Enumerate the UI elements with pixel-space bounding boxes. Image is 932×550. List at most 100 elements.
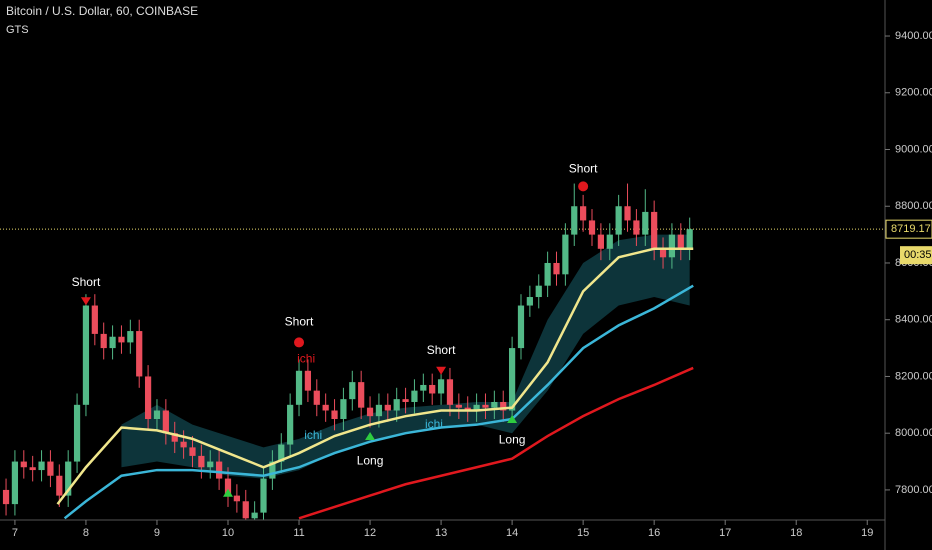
last-price-label: 8719.17 xyxy=(891,223,931,235)
y-tick-label: 9400.00 xyxy=(895,30,932,42)
candle-body xyxy=(189,447,196,456)
candle-body xyxy=(535,285,542,298)
candle-body xyxy=(224,478,232,496)
candle-body xyxy=(136,331,143,377)
candle-body xyxy=(473,404,480,411)
x-tick-label: 16 xyxy=(648,527,660,539)
candle-body xyxy=(153,410,161,420)
chart-title: Bitcoin / U.S. Dollar, 60, COINBASE xyxy=(6,4,198,18)
candle-body xyxy=(322,404,329,411)
candle-body xyxy=(659,248,667,258)
candle-body xyxy=(331,410,338,420)
y-tick-label: 9200.00 xyxy=(895,87,932,99)
candle-body xyxy=(269,461,276,479)
candle-body xyxy=(233,495,240,502)
annotation: Short xyxy=(569,162,598,176)
candle-body xyxy=(482,404,489,408)
annotation: ichi xyxy=(425,417,443,431)
y-tick-label: 8400.00 xyxy=(895,314,932,326)
candle-body xyxy=(606,234,613,249)
candle-body xyxy=(411,390,418,402)
candle-body xyxy=(73,404,81,462)
candle-body xyxy=(91,305,98,334)
candle-body xyxy=(375,404,383,417)
candle-body xyxy=(287,404,294,445)
candle-body xyxy=(677,234,684,249)
candle-body xyxy=(295,370,303,405)
candle-body xyxy=(251,512,258,519)
x-tick-label: 11 xyxy=(293,527,304,539)
candle-body xyxy=(633,220,640,235)
candle-body xyxy=(313,390,320,405)
candle-body xyxy=(358,382,365,408)
candle-body xyxy=(571,206,578,235)
candle-body xyxy=(455,404,462,408)
x-tick-label: 18 xyxy=(790,527,802,539)
candle-body xyxy=(597,234,604,249)
countdown-label: 00:35 xyxy=(904,249,932,261)
candle-body xyxy=(651,211,658,249)
annotation: Long xyxy=(357,454,384,468)
candle-body xyxy=(588,220,596,235)
y-tick-label: 7800.00 xyxy=(895,484,932,496)
candle-body xyxy=(615,206,622,235)
candle-body xyxy=(144,376,152,420)
candle-body xyxy=(216,461,223,479)
x-tick-label: 19 xyxy=(861,527,873,539)
x-tick-label: 10 xyxy=(222,527,234,539)
candle-body xyxy=(162,410,169,434)
candle-body xyxy=(393,399,400,411)
candle-body xyxy=(198,455,205,468)
y-tick-label: 8800.00 xyxy=(895,200,932,212)
signal-marker xyxy=(507,415,518,424)
candle-body xyxy=(207,461,214,468)
candle-body xyxy=(517,305,525,349)
annotation: Short xyxy=(285,315,314,329)
annotation: Short xyxy=(72,275,101,289)
signal-marker xyxy=(436,366,447,375)
candle-body xyxy=(38,461,45,471)
x-tick-label: 15 xyxy=(577,527,589,539)
candle-body xyxy=(668,234,676,258)
signal-marker xyxy=(294,337,305,348)
candle-body xyxy=(544,262,551,286)
x-tick-label: 13 xyxy=(435,527,447,539)
candle-body xyxy=(553,262,560,275)
candle-body xyxy=(56,475,63,496)
x-tick-label: 14 xyxy=(506,527,518,539)
x-tick-label: 12 xyxy=(364,527,376,539)
candle-body xyxy=(65,461,72,496)
candle-body xyxy=(260,478,267,513)
candle-body xyxy=(29,467,36,471)
countdown-box xyxy=(900,246,932,265)
candle-body xyxy=(508,348,516,411)
x-tick-label: 9 xyxy=(154,527,160,539)
candle-body xyxy=(446,379,454,405)
candle-body xyxy=(624,206,631,221)
candle-body xyxy=(171,433,178,442)
indicator-line xyxy=(56,247,694,505)
x-tick-label: 17 xyxy=(719,527,731,539)
last-price-box xyxy=(885,219,932,239)
signal-marker xyxy=(365,432,376,441)
signal-marker xyxy=(222,488,233,497)
candle-body xyxy=(278,444,285,462)
plot-area: Short Short ichi ichi Long Short ichi Long Short xyxy=(0,162,885,520)
candle-body xyxy=(242,501,249,519)
candle-body xyxy=(642,211,649,235)
candle-body xyxy=(402,399,409,402)
candle-body xyxy=(686,229,693,249)
candle-body xyxy=(500,401,507,411)
candle-body xyxy=(429,384,436,394)
candle-body xyxy=(2,489,10,505)
candle-body xyxy=(562,234,569,275)
candle-body xyxy=(127,331,134,343)
candle-body xyxy=(20,461,27,468)
candle-body xyxy=(100,333,107,349)
annotation: ichi xyxy=(297,352,315,366)
y-tick-label: 8000.00 xyxy=(895,427,932,439)
annotation: ichi xyxy=(304,428,322,442)
annotation: Short xyxy=(427,343,456,357)
